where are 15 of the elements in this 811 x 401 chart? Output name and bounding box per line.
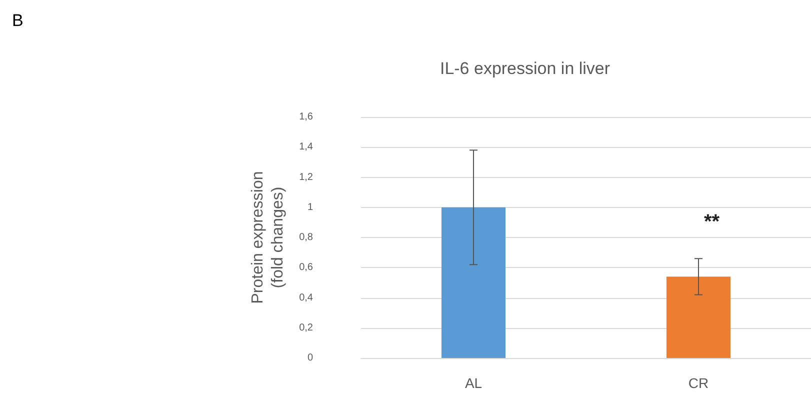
y-tick-label: 0,4 <box>299 292 314 304</box>
y-tick-label: 0,6 <box>299 262 314 274</box>
x-tick-label: AL <box>464 375 482 391</box>
y-tick-label: 1,2 <box>299 172 314 183</box>
text: B <box>12 11 24 30</box>
y-tick-label: 0,8 <box>299 232 314 243</box>
x-tick-label: CR <box>688 375 709 391</box>
chart-title: IL-6 expression in liver <box>440 59 610 78</box>
y-tick-label: 0 <box>307 352 314 364</box>
y-tick-label: 1,6 <box>299 112 314 122</box>
y-axis-title: Protein expression (fold changes) <box>250 171 287 304</box>
y-tick-label: 1,4 <box>299 142 314 153</box>
annotation: ** <box>704 211 720 233</box>
y-tick-label: 0,2 <box>299 322 314 334</box>
y-tick-label: 1 <box>307 202 314 213</box>
